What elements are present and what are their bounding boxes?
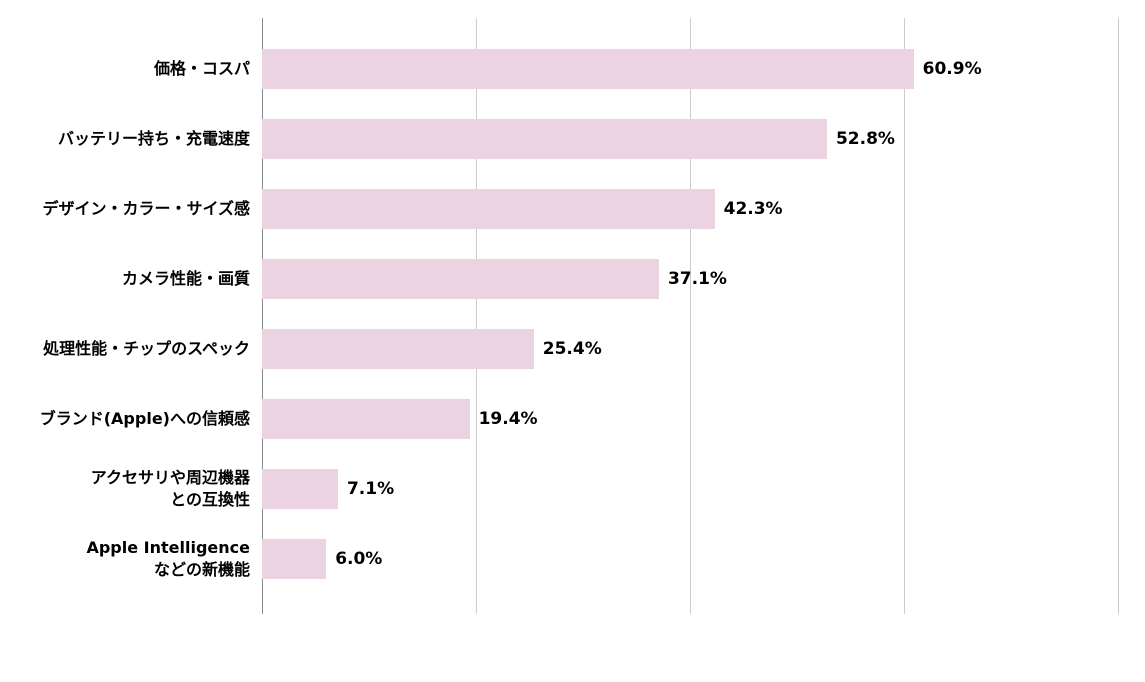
category-label: ブランド(Apple)への信頼感: [39, 409, 250, 429]
bar-row: バッテリー持ち・充電速度 52.8%: [8, 104, 1133, 174]
bar: [262, 399, 470, 439]
value-label: 52.8%: [835, 129, 895, 149]
bar-track: 52.8%: [262, 104, 1118, 174]
bar-track: 19.4%: [262, 384, 1118, 454]
category-label: バッテリー持ち・充電速度: [57, 129, 250, 149]
category-label: 価格・コスパ: [153, 59, 250, 79]
horizontal-bar-chart: 価格・コスパ 60.9% バッテリー持ち・充電速度 52.8% デザイン・カラー…: [8, 18, 1133, 614]
bar: [262, 49, 914, 89]
bar-row: 価格・コスパ 60.9%: [8, 34, 1133, 104]
bar-track: 6.0%: [262, 524, 1118, 594]
value-label: 25.4%: [542, 339, 602, 359]
value-label: 7.1%: [346, 479, 395, 499]
bar: [262, 259, 659, 299]
category-label: デザイン・カラー・サイズ感: [42, 199, 250, 219]
category-label: 処理性能・チップのスペック: [43, 339, 250, 359]
category-label: Apple Intelligence などの新機能: [86, 538, 250, 579]
bar-rows: 価格・コスパ 60.9% バッテリー持ち・充電速度 52.8% デザイン・カラー…: [8, 18, 1133, 614]
value-label: 42.3%: [723, 199, 783, 219]
bar-row: アクセサリや周辺機器 との互換性 7.1%: [8, 454, 1133, 524]
bar: [262, 539, 327, 579]
bar-track: 37.1%: [262, 244, 1118, 314]
value-label: 60.9%: [922, 59, 982, 79]
bar: [262, 329, 534, 369]
bar-track: 7.1%: [262, 454, 1118, 524]
bar: [262, 189, 715, 229]
value-label: 6.0%: [335, 549, 383, 569]
value-label: 37.1%: [667, 269, 727, 289]
bar-row: カメラ性能・画質 37.1%: [8, 244, 1133, 314]
bar-track: 42.3%: [262, 174, 1118, 244]
bar: [262, 119, 827, 159]
category-label: カメラ性能・画質: [121, 269, 250, 289]
bar-row: ブランド(Apple)への信頼感 19.4%: [8, 384, 1133, 454]
bar: [262, 469, 338, 509]
category-label: アクセサリや周辺機器 との互換性: [90, 468, 250, 509]
bar-row: デザイン・カラー・サイズ感 42.3%: [8, 174, 1133, 244]
bar-track: 60.9%: [262, 34, 1118, 104]
bar-row: Apple Intelligence などの新機能 6.0%: [8, 524, 1133, 594]
value-label: 19.4%: [478, 409, 538, 429]
bar-track: 25.4%: [262, 314, 1118, 384]
bar-row: 処理性能・チップのスペック 25.4%: [8, 314, 1133, 384]
